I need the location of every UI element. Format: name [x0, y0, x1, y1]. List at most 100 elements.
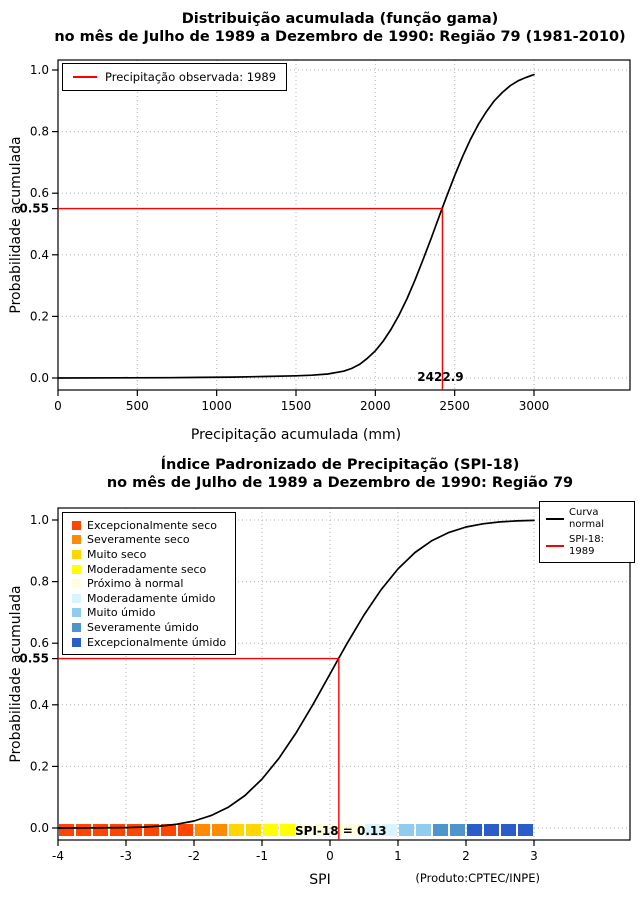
y-tick-label: 0.6	[30, 186, 49, 200]
x-tick-label: -4	[52, 849, 64, 863]
legend-entry-normal-curve: Curva normal	[546, 507, 628, 530]
category-swatch	[72, 593, 81, 603]
x-tick-label: -2	[188, 849, 200, 863]
y-tick-label: 0.2	[30, 759, 49, 773]
top-chart-title: Distribuição acumulada (função gama) no …	[40, 10, 640, 46]
category-label: Muito úmido	[87, 606, 156, 620]
x-tick-label: 1500	[281, 399, 312, 413]
x-tick-label: 0	[326, 849, 334, 863]
spi-category-item-4: Próximo à normal	[72, 576, 226, 591]
category-label: Excepcionalmente úmido	[87, 635, 227, 649]
y-tick-label: 1.0	[30, 513, 49, 527]
category-swatch	[72, 564, 81, 574]
spi-category-band-cell	[195, 824, 210, 836]
x-tick-label: -1	[256, 849, 268, 863]
spi-category-band-cell	[297, 824, 312, 836]
spi-category-band-cell	[348, 824, 363, 836]
spi-category-band-cell	[433, 824, 448, 836]
x-tick-label: 1	[394, 849, 402, 863]
legend-entry-spi-1989: SPI-18: 1989	[546, 534, 628, 557]
category-swatch	[72, 549, 81, 559]
y-tick-label: 0.8	[30, 125, 49, 139]
spi-category-item-3: Moderadamente seco	[72, 562, 226, 577]
x-tick-label: 2	[462, 849, 470, 863]
x-tick-label: 3000	[519, 399, 550, 413]
gamma-cdf-curve	[57, 73, 535, 379]
spi-category-band-cell	[484, 824, 499, 836]
observed-precip-line-swatch	[73, 76, 97, 78]
normal-curve-legend-label: Curva normal	[569, 507, 605, 530]
spi-category-band-cell	[501, 824, 516, 836]
category-label: Muito seco	[87, 547, 147, 561]
category-swatch	[72, 520, 81, 530]
x-tick-label: 1000	[201, 399, 232, 413]
spi-category-item-1: Severamente seco	[72, 533, 226, 548]
top-chart-ylabel: Probabilidade acumulada	[8, 136, 24, 314]
x-tick-label: 2500	[439, 399, 470, 413]
spi-category-band-cell	[450, 824, 465, 836]
y-tick-label: 0.6	[30, 636, 49, 650]
spi-category-band-cell	[518, 824, 533, 836]
top-chart-title-line1: Distribuição acumulada (função gama)	[181, 11, 499, 27]
category-label: Próximo à normal	[87, 577, 184, 591]
top-chart-legend: Precipitação observada: 1989	[62, 63, 288, 91]
plot-frame	[57, 59, 631, 391]
spi-category-band-cell	[416, 824, 431, 836]
category-label: Severamente seco	[87, 533, 190, 547]
spi-category-item-5: Moderadamente úmido	[72, 591, 226, 606]
normal-curve-line-swatch	[546, 517, 564, 520]
bottom-chart-ylabel: Probabilidade acumulada	[8, 585, 24, 763]
category-label: Excepcionalmente seco	[87, 518, 217, 532]
spi-category-band-cell	[382, 824, 397, 836]
spi-category-band-cell	[93, 824, 108, 836]
normal-cdf-curve	[57, 519, 535, 829]
spi-category-band-cell	[263, 824, 278, 836]
spi-category-band-cell	[467, 824, 482, 836]
spi-category-item-2: Muito seco	[72, 547, 226, 562]
spi-category-band-cell	[229, 824, 244, 836]
spi-category-band-cell	[212, 824, 227, 836]
spi-category-band-cell	[314, 824, 329, 836]
product-credit: (Produto:CPTEC/INPE)	[415, 871, 540, 885]
top-chart-title-line2: no mês de Julho de 1989 a Dezembro de 19…	[54, 29, 626, 45]
x-tick-label: 0	[54, 399, 62, 413]
y-tick-label: 0.2	[30, 309, 49, 323]
spi-category-band-cell	[161, 824, 176, 836]
bottom-chart-title: Índice Padronizado de Precipitação (SPI-…	[40, 456, 640, 492]
y-tick-label: 0.4	[30, 698, 49, 712]
x-tick-label: 3	[530, 849, 538, 863]
category-swatch	[72, 535, 81, 545]
category-swatch	[72, 637, 81, 647]
category-label: Moderadamente seco	[87, 562, 207, 576]
observed-precip-legend-label: Precipitação observada: 1989	[105, 70, 277, 84]
marker-y-label: 0.55	[19, 652, 49, 666]
spi-category-item-8: Excepcionalmente úmido	[72, 635, 226, 650]
bottom-chart-right-legend: Curva normal SPI-18: 1989	[539, 501, 635, 563]
y-tick-label: 0.0	[30, 371, 49, 385]
category-swatch	[72, 579, 81, 589]
spi-1989-legend-label: SPI-18: 1989	[569, 534, 605, 557]
bottom-chart-title-line2: no mês de Julho de 1989 a Dezembro de 19…	[106, 475, 574, 491]
top-chart-xlabel: Precipitação acumulada (mm)	[190, 427, 402, 443]
spi-1989-line-swatch	[546, 544, 564, 547]
spi-category-band-cell	[399, 824, 414, 836]
spi-category-band-cell	[127, 824, 142, 836]
category-label: Severamente úmido	[87, 620, 199, 634]
y-tick-label: 0.0	[30, 821, 49, 835]
spi-category-band-cell	[59, 824, 74, 836]
x-tick-label: 2000	[360, 399, 391, 413]
spi-category-legend: Excepcionalmente seco Severamente seco Mui…	[62, 512, 237, 656]
spi-category-band-cell	[280, 824, 295, 836]
spi-category-item-0: Excepcionalmente seco	[72, 518, 226, 533]
spi-category-item-6: Muito úmido	[72, 606, 226, 621]
spi-category-band-cell	[110, 824, 125, 836]
spi-category-band-cell	[365, 824, 380, 836]
category-label: Moderadamente úmido	[87, 591, 216, 605]
spi-category-band-cell	[76, 824, 91, 836]
y-tick-label: 0.8	[30, 575, 49, 589]
category-swatch	[72, 622, 81, 632]
bottom-chart-xlabel: SPI	[309, 872, 331, 888]
x-tick-label: 500	[126, 399, 149, 413]
